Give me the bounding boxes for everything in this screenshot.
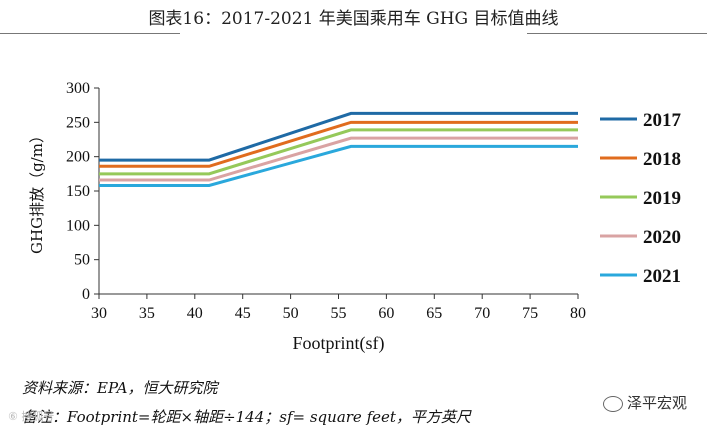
title-rule-left (0, 33, 180, 34)
chart-svg: 0 50 100 150 200 250 300 30 35 40 45 50 55 60 65 70 75 80… (28, 80, 682, 354)
x-tick-label: 30 (91, 305, 107, 322)
legend-label-2017: 2017 (643, 110, 682, 131)
chart-axes: 0 50 100 150 200 250 300 30 35 40 45 50 55 60 65 70 75 80 (66, 80, 586, 322)
y-axis-title: GHG排放（g/m） (28, 128, 46, 254)
x-tick-label: 60 (378, 305, 394, 322)
x-tick-label: 50 (283, 305, 299, 322)
x-tick-label: 55 (331, 305, 347, 322)
chart-legend: 2017 2018 2019 2020 2021 (600, 110, 682, 287)
legend-label-2021: 2021 (643, 266, 681, 287)
x-tick-label: 40 (187, 305, 203, 322)
y-tick-label: 150 (66, 183, 90, 200)
source-note: 资料来源：EPA，恒大研究院 (22, 379, 218, 397)
legend-label-2019: 2019 (643, 188, 681, 209)
y-tick-label: 100 (66, 217, 90, 234)
y-tick-label: 50 (74, 252, 90, 269)
y-tick-label: 250 (66, 114, 90, 131)
x-tick-label: 45 (235, 305, 251, 322)
legend-label-2020: 2020 (643, 227, 681, 248)
y-tick-label: 0 (82, 286, 90, 303)
x-tick-label: 65 (426, 305, 442, 322)
series-line-2019 (99, 128, 578, 176)
x-tick-label: 75 (522, 305, 538, 322)
watermark: 泽平宏观 (602, 392, 687, 413)
y-tick-label: 200 (66, 149, 90, 166)
series-line-2017 (99, 111, 578, 162)
wechat-icon (602, 395, 623, 412)
x-tick-label: 80 (570, 305, 586, 322)
legend-label-2018: 2018 (643, 149, 681, 170)
remark-note: 备注：Footprint=轮距×轴距÷144；sf= square feet，平… (22, 408, 471, 426)
series-line-2021 (99, 144, 578, 188)
series-line-2020 (99, 136, 578, 182)
title-rule-right (527, 33, 707, 34)
chart-series-group (99, 111, 578, 188)
x-tick-label: 35 (139, 305, 155, 322)
watermark-text: 泽平宏观 (626, 394, 687, 412)
series-line-2018 (99, 120, 578, 168)
x-tick-label: 70 (474, 305, 490, 322)
x-axis-title: Footprint(sf) (293, 333, 385, 354)
y-tick-label: 300 (66, 80, 90, 97)
watermark-left: ⑥ 搜狐号 (8, 410, 55, 423)
chart-title: 图表16：2017-2021 年美国乘用车 GHG 目标值曲线 (148, 9, 559, 29)
